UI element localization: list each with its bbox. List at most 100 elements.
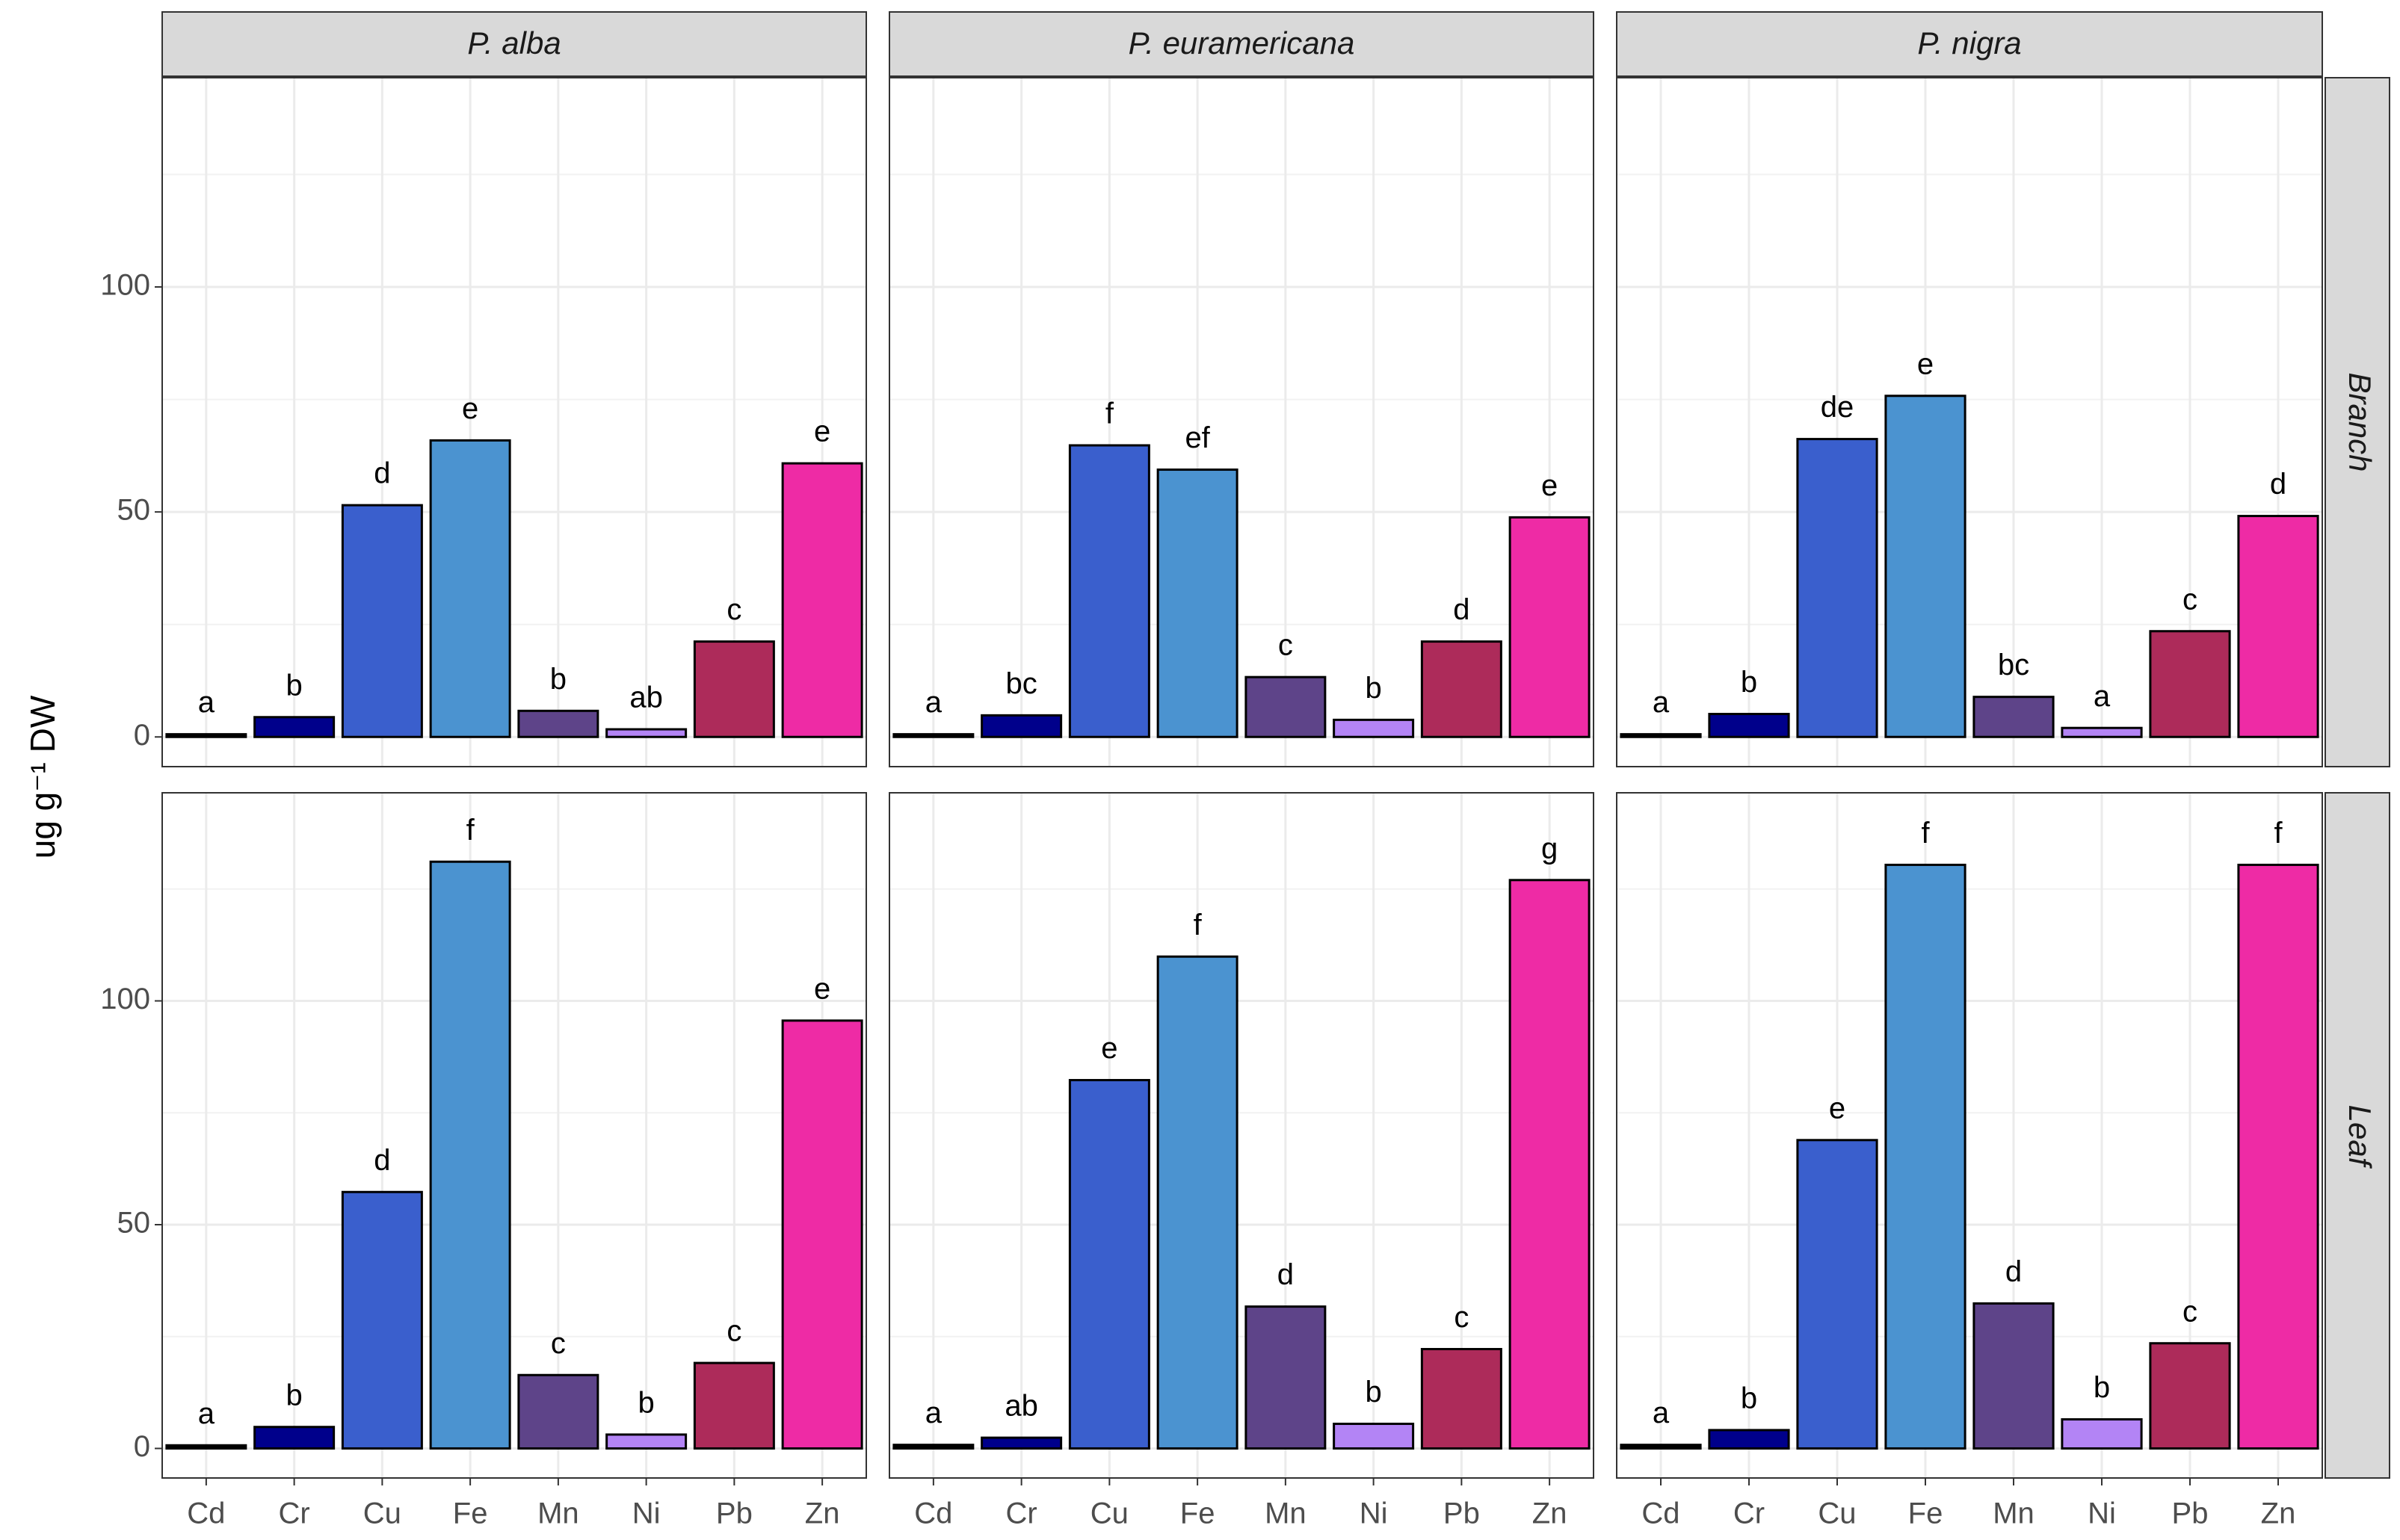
y-tick-label: 100 [100,269,150,302]
significance-letter: b [2094,1371,2110,1404]
significance-letter: c [727,1315,741,1348]
significance-letter: d [374,457,390,490]
significance-letter: a [198,686,215,719]
significance-letter: bc [1006,667,1037,700]
x-tick-label: Cr [1006,1497,1037,1530]
x-tick-label: Cu [363,1497,401,1530]
significance-letter: e [814,415,830,448]
bar [1972,1302,2055,1450]
significance-letter: c [2182,583,2197,616]
significance-letter: f [1105,398,1114,430]
significance-letter: a [1653,1397,1670,1429]
facet-label: Branch [2342,372,2378,471]
significance-letter: e [1101,1032,1117,1065]
x-tick-label: Fe [1908,1497,1943,1530]
bar [605,1433,688,1450]
significance-letter: e [1917,347,1934,380]
bar [693,640,775,738]
bar [1420,1348,1502,1450]
bar [429,860,511,1450]
significance-letter: b [638,1386,655,1419]
significance-letter: d [2270,468,2286,501]
bar [605,728,688,738]
bar [1156,955,1238,1450]
bar [981,1436,1063,1450]
y-axis-title: ug g⁻¹ DW [23,695,62,859]
bar [253,716,336,738]
panel-border [889,77,1594,767]
facet-label: P. alba [467,25,561,61]
significance-letter: f [1921,817,1930,850]
x-tick-label: Cd [1641,1497,1679,1530]
facet-strip [2325,77,2390,767]
x-tick-label: Ni [2088,1497,2116,1530]
bar [892,733,975,738]
bar [253,1426,336,1450]
bar [2149,1342,2231,1450]
x-tick-label: Ni [1360,1497,1388,1530]
y-tick-label: 0 [134,1430,150,1463]
bar [1244,675,1327,738]
bar [1333,718,1415,738]
significance-letter: b [1741,1382,1757,1414]
bar [1708,713,1790,738]
significance-letter: b [286,1379,303,1411]
significance-letter: c [551,1327,566,1360]
significance-letter: d [374,1144,390,1177]
bar [2149,630,2231,738]
significance-letter: e [462,392,478,425]
x-tick-label: Zn [2261,1497,2296,1530]
bar [165,733,247,738]
x-tick-label: Mn [1265,1497,1307,1530]
bar [1884,863,1966,1450]
significance-letter: ef [1185,421,1210,454]
significance-letter: a [925,1397,943,1429]
significance-letter: a [198,1397,215,1430]
x-tick-label: Cu [1818,1497,1856,1530]
bar [1068,1079,1150,1450]
significance-letter: b [1366,1376,1382,1408]
bar [781,462,863,738]
significance-letter: f [1194,909,1203,941]
bar [1508,516,1591,738]
bar [1156,469,1238,738]
significance-letter: b [286,669,303,702]
x-tick-label: Pb [1443,1497,1480,1530]
bar [1972,696,2055,738]
bar [892,1444,975,1450]
significance-letter: c [1278,629,1293,662]
x-tick-label: Fe [1180,1497,1215,1530]
significance-letter: b [1741,666,1757,699]
bar [341,504,423,738]
significance-letter: f [466,814,475,847]
panel-border [1616,792,2323,1479]
facet-strip [161,11,867,77]
significance-letter: c [727,593,741,626]
facet-label: P. nigra [1917,25,2021,61]
significance-letter: b [550,663,567,696]
significance-letter: e [814,972,830,1005]
bar [2061,726,2143,738]
x-tick-label: Cr [1733,1497,1765,1530]
significance-letter: a [925,686,943,719]
x-tick-label: Zn [1532,1497,1567,1530]
x-tick-label: Zn [805,1497,840,1530]
bar [1884,395,1966,738]
x-tick-label: Mn [537,1497,579,1530]
significance-letter: f [2274,817,2283,850]
x-tick-label: Cd [914,1497,952,1530]
x-tick-label: Ni [632,1497,661,1530]
bar [1420,640,1502,738]
significance-letter: de [1821,391,1854,424]
y-tick-label: 0 [134,719,150,752]
facet-label: P. euramericana [1129,25,1355,61]
panel-border [1616,77,2323,767]
bar [341,1190,423,1450]
significance-letter: g [1541,832,1558,865]
bar [1333,1423,1415,1450]
bar [2237,863,2319,1450]
bar [693,1361,775,1450]
bar [517,1373,599,1450]
bar [1244,1305,1327,1450]
bar [1620,1444,1702,1450]
